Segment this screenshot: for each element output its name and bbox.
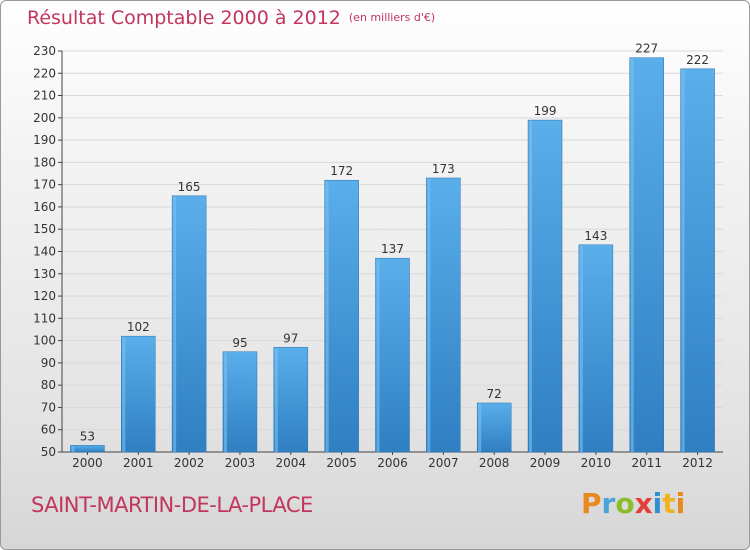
bar-highlight [478, 403, 482, 452]
bar-highlight [274, 348, 278, 452]
data-label: 137 [381, 242, 404, 256]
y-tick-label: 90 [41, 356, 56, 370]
y-tick-label: 110 [33, 311, 56, 325]
bar-2006 [375, 257, 410, 453]
data-label: 72 [487, 387, 502, 401]
bar-2010 [578, 244, 614, 453]
data-label: 102 [127, 320, 150, 334]
data-label: 227 [635, 42, 658, 56]
data-labels: 53 102 165 95 97 172 137 173 72 199 143 227 222 [80, 42, 709, 444]
bar-2005 [324, 179, 359, 453]
bar-highlight [630, 58, 634, 452]
chart-title-text: Résultat Comptable 2000 à 2012 [27, 7, 341, 29]
data-label: 199 [534, 104, 557, 118]
x-tick-label: 2012 [682, 456, 713, 470]
brand-letter: i [652, 487, 663, 520]
bar-highlight [122, 337, 126, 452]
place-name: SAINT-MARTIN-DE-LA-PLACE [31, 493, 313, 517]
y-tick-label: 70 [41, 400, 56, 414]
brand-letter: P [581, 487, 602, 520]
bar-highlight [681, 69, 685, 453]
y-tick-label: 60 [41, 423, 56, 437]
bars [70, 57, 715, 453]
x-tick-label: 2003 [225, 456, 256, 470]
data-label: 222 [686, 53, 709, 67]
x-tick-label: 2009 [530, 456, 561, 470]
x-tick-label: 2002 [174, 456, 205, 470]
x-tick-label: 2005 [326, 456, 357, 470]
x-tick-label: 2007 [428, 456, 459, 470]
y-tick-label: 210 [33, 89, 56, 103]
x-tick-label: 2010 [581, 456, 612, 470]
chart-title: Résultat Comptable 2000 à 2012 (en millie… [27, 7, 435, 29]
x-tick-label: 2011 [631, 456, 662, 470]
x-tick-label: 2008 [479, 456, 510, 470]
bar-2001 [121, 335, 156, 453]
y-tick-label: 230 [33, 44, 56, 58]
data-label: 97 [283, 331, 298, 345]
bar-highlight [71, 446, 75, 452]
bar-highlight [325, 181, 329, 452]
y-tick-label: 130 [33, 267, 56, 281]
data-label: 173 [432, 162, 455, 176]
brand-logo: Proxiti [581, 487, 685, 520]
chart-unit: (en milliers d'€) [348, 11, 436, 24]
brand-letter: r [601, 487, 616, 520]
data-label: 53 [80, 429, 95, 443]
y-tick-label: 200 [33, 111, 56, 125]
data-label: 165 [178, 180, 201, 194]
brand-letter: x [634, 487, 653, 520]
y-tick-label: 50 [41, 445, 56, 459]
y-tick-label: 160 [33, 200, 56, 214]
bar-highlight [376, 259, 380, 452]
bar-2009 [527, 119, 563, 453]
bar-2012 [680, 68, 715, 453]
data-label: 143 [584, 229, 607, 243]
y-tick-label: 80 [41, 378, 56, 392]
y-tick-label: 220 [33, 66, 56, 80]
bar-2011 [629, 57, 664, 453]
data-label: 172 [330, 164, 353, 178]
x-tick-label: 2000 [72, 456, 103, 470]
x-tick-label: 2004 [276, 456, 307, 470]
brand-letter: t [662, 487, 676, 520]
bar-highlight [529, 121, 533, 453]
y-tick-label: 150 [33, 222, 56, 236]
brand-letter: o [615, 487, 635, 520]
bar-2008 [476, 402, 512, 453]
y-tick-label: 120 [33, 289, 56, 303]
bar-2004 [273, 347, 309, 453]
y-tick-label: 190 [33, 133, 56, 147]
data-label: 95 [232, 336, 247, 350]
x-tick-label: 2001 [123, 456, 154, 470]
brand-letter: i [675, 487, 686, 520]
bar-2003 [222, 351, 258, 453]
bar-2002 [171, 195, 207, 453]
y-tick-label: 140 [33, 245, 56, 259]
x-tick-label: 2006 [377, 456, 408, 470]
y-tick-label: 170 [33, 178, 56, 192]
y-tick-label: 180 [33, 155, 56, 169]
bar-highlight [173, 196, 177, 452]
bar-highlight [579, 245, 583, 452]
bar-2000 [70, 445, 105, 453]
bar-highlight [223, 352, 227, 452]
bar-2007 [426, 177, 461, 453]
y-tick-label: 100 [33, 334, 56, 348]
bar-highlight [427, 178, 431, 452]
